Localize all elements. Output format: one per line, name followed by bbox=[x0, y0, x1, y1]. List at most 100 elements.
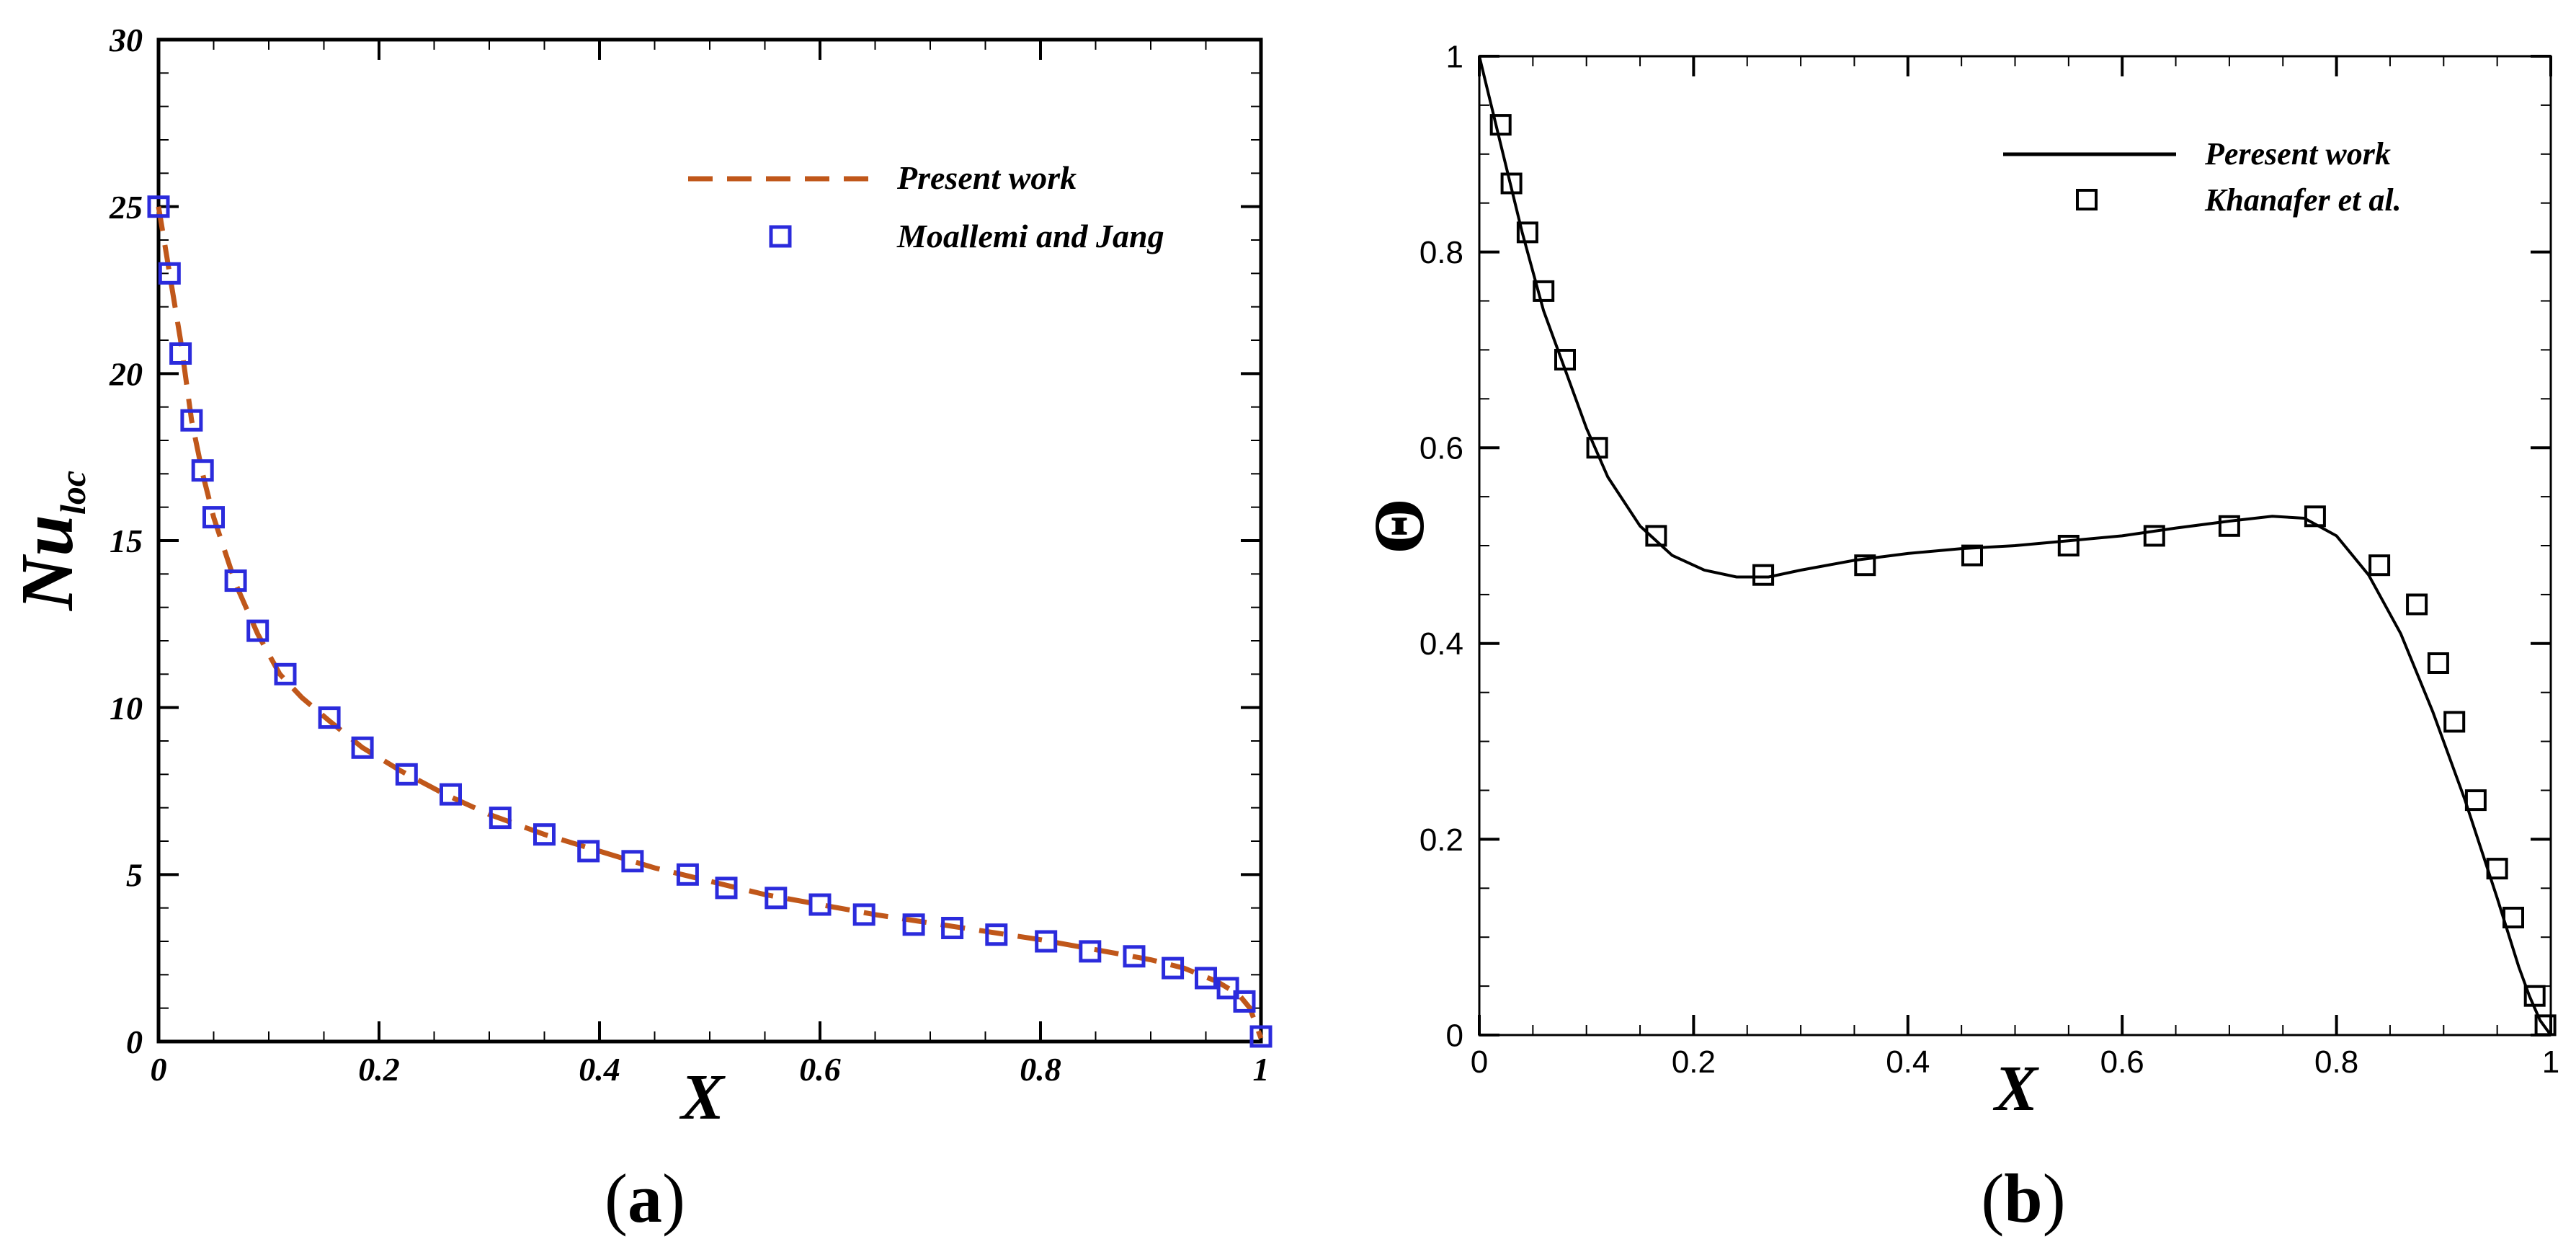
chart-a-y-tick-label: 15 bbox=[110, 523, 143, 559]
chart-a-data-point bbox=[440, 783, 462, 806]
chart-a-legend-marker-swatch bbox=[769, 225, 792, 248]
chart-a-x-tick-label: 1 bbox=[1253, 1051, 1270, 1088]
chart-a-x-tick-label: 0 bbox=[151, 1051, 167, 1088]
chart-b-data-point bbox=[2218, 515, 2240, 537]
chart-a-data-point bbox=[1249, 1025, 1273, 1048]
chart-a-y-tick-label: 30 bbox=[109, 22, 143, 58]
chart-b-data-point bbox=[2368, 554, 2391, 577]
chart-b-data-point bbox=[2304, 505, 2326, 528]
chart-b-data-point bbox=[2523, 985, 2546, 1007]
chart-a-data-point bbox=[180, 409, 203, 432]
chart-b-data-point bbox=[2406, 593, 2428, 616]
chart-b-data-point bbox=[1854, 554, 1876, 577]
panel-label-a: (a) bbox=[605, 1160, 685, 1237]
chart-b-series-khanafer-markers bbox=[1489, 114, 2557, 1036]
chart-a-data-point bbox=[246, 619, 269, 642]
chart-a-data-point bbox=[941, 917, 964, 939]
chart-b-x-tick-label: 0 bbox=[1471, 1044, 1488, 1080]
svg-text:Nuloc: Nuloc bbox=[6, 471, 93, 611]
chart-a-data-point bbox=[1079, 940, 1102, 963]
chart-a-data-point bbox=[1035, 930, 1058, 953]
chart-b-data-point bbox=[1961, 544, 1983, 567]
chart-a-y-tick-label: 25 bbox=[109, 189, 143, 226]
chart-a-data-point bbox=[1216, 977, 1239, 1000]
chart-a-data-point bbox=[1123, 945, 1146, 968]
chart-a-data-point bbox=[852, 903, 875, 926]
chart-a-data-point bbox=[489, 807, 512, 830]
chart-a-ylabel-sub: loc bbox=[53, 471, 93, 515]
chart-a-data-point bbox=[191, 459, 214, 482]
chart-a-x-tick-label: 0.2 bbox=[358, 1051, 400, 1088]
chart-b-data-point bbox=[2486, 858, 2508, 880]
chart-b-y-tick-label: 1 bbox=[1446, 39, 1463, 74]
chart-a-legend: Present work Moallemi and Jang bbox=[688, 159, 1164, 254]
chart-b-y-tick-label: 0.6 bbox=[1420, 431, 1463, 466]
chart-b-x-tick-label: 0.8 bbox=[2314, 1044, 2358, 1080]
chart-b-data-point bbox=[1500, 172, 1523, 195]
chart-a-data-point bbox=[224, 569, 247, 592]
chart-a-data-point bbox=[1195, 967, 1217, 990]
chart-a-y-tick-label: 10 bbox=[110, 690, 143, 727]
chart-b-data-point bbox=[2503, 907, 2524, 928]
chart-b-data-point bbox=[2534, 1014, 2557, 1036]
chart-b-x-tick-label: 1 bbox=[2542, 1044, 2559, 1080]
chart-b-data-point bbox=[1645, 525, 1667, 547]
chart-a-data-point bbox=[395, 763, 418, 786]
chart-a-data-point bbox=[985, 923, 1008, 946]
chart-b-data-point bbox=[1489, 114, 1512, 136]
chart-b-series-peresent-work-line bbox=[1478, 56, 2552, 1036]
chart-a-data-point bbox=[169, 342, 192, 365]
chart-b-data-point bbox=[2464, 789, 2487, 812]
chart-a-data-point bbox=[351, 736, 374, 759]
panel-label-b: (b) bbox=[1981, 1160, 2065, 1237]
chart-a-data-point bbox=[1162, 956, 1185, 980]
chart-a-data-point bbox=[902, 913, 925, 936]
chart-a-y-tick-label: 0 bbox=[126, 1024, 143, 1060]
chart-b-data-point bbox=[1533, 280, 1555, 302]
chart-a-x-tick-label: 0.4 bbox=[579, 1051, 620, 1088]
chart-b-y-tick-label: 0.2 bbox=[1420, 822, 1463, 858]
chart-a-data-point bbox=[533, 823, 556, 846]
chart-b-data-point bbox=[1752, 564, 1775, 586]
chart-a-ylabel: Nuloc bbox=[6, 471, 93, 611]
chart-b-data-point bbox=[1516, 221, 1538, 244]
chart-b-ylabel: Θ bbox=[1359, 498, 1439, 554]
chart-a-data-point bbox=[577, 840, 600, 863]
chart-a-y-tick-label: 5 bbox=[126, 856, 143, 893]
chart-b-x-tick-label: 0.6 bbox=[2100, 1044, 2144, 1080]
chart-b-y-tick-label: 0.4 bbox=[1420, 626, 1463, 662]
chart-a-data-point bbox=[274, 662, 297, 685]
chart-a-data-point bbox=[158, 262, 181, 285]
chart-a-data-point bbox=[715, 876, 738, 900]
chart-b-data-point bbox=[2443, 711, 2466, 733]
chart-b-tick-labels: 0 0.2 0.4 0.6 0.8 1 0 0.2 0.4 0.6 0.8 1 bbox=[1420, 39, 2559, 1080]
chart-a-ticks bbox=[157, 38, 1262, 1043]
chart-a-series-moallemi-markers bbox=[147, 195, 1273, 1048]
chart-a-data-point bbox=[676, 863, 699, 886]
chart-b-y-tick-label: 0 bbox=[1446, 1018, 1463, 1053]
chart-a-series-present-work-line bbox=[156, 206, 1264, 1039]
chart-b-x-tick-label: 0.4 bbox=[1886, 1044, 1930, 1080]
chart-a-x-tick-label: 0.8 bbox=[1020, 1051, 1061, 1088]
chart-b-legend-label-peresent-work: Peresent work bbox=[2204, 136, 2391, 172]
chart-a-data-point bbox=[621, 850, 644, 873]
chart-a-data-point bbox=[318, 706, 341, 729]
chart-a-data-point bbox=[202, 506, 225, 529]
chart-b-data-point bbox=[2427, 652, 2449, 674]
chart-a-ylabel-main: Nu bbox=[6, 515, 89, 611]
chart-a-y-tick-label: 20 bbox=[109, 355, 143, 392]
chart-a-legend-label-moallemi: Moallemi and Jang bbox=[896, 218, 1164, 254]
chart-a-xlabel: X bbox=[679, 1062, 726, 1133]
chart-b-data-point bbox=[2057, 535, 2080, 556]
chart-b-x-tick-label: 0.2 bbox=[1672, 1044, 1716, 1080]
chart-b-legend-marker-swatch bbox=[2076, 189, 2098, 210]
chart-b: 0 0.2 0.4 0.6 0.8 1 0 0.2 0.4 0.6 0.8 1 X Θ Peresen… bbox=[1359, 39, 2559, 1124]
chart-b-data-point bbox=[1586, 437, 1608, 459]
chart-b-data-point bbox=[1554, 349, 1576, 370]
chart-b-data-point bbox=[2143, 525, 2165, 547]
chart-b-legend: Peresent work Khanafer et al. bbox=[2003, 136, 2402, 218]
chart-b-y-tick-label: 0.8 bbox=[1420, 235, 1463, 270]
